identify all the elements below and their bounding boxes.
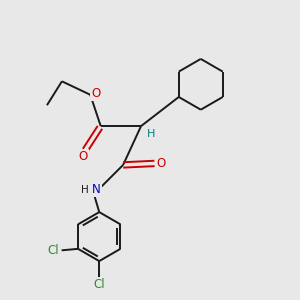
Text: H: H (146, 129, 155, 139)
Text: O: O (91, 87, 100, 100)
Text: Cl: Cl (47, 244, 59, 257)
Text: H: H (81, 185, 89, 195)
Text: N: N (92, 183, 100, 196)
Text: O: O (78, 150, 87, 164)
Text: Cl: Cl (93, 278, 105, 291)
Text: O: O (156, 157, 166, 170)
